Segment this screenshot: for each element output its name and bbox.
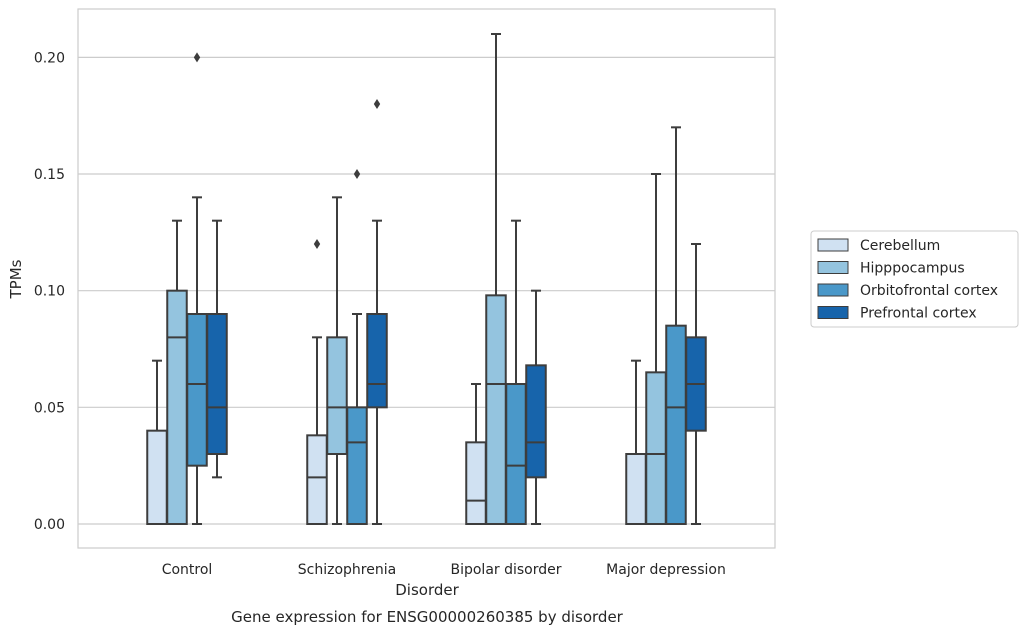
- box-cerebellum-0: [146, 359, 168, 525]
- x-tick-label: Major depression: [606, 562, 726, 578]
- y-tick-label: 0.05: [34, 400, 65, 416]
- box-prefrontal-cortex-0: [206, 219, 228, 479]
- box-iqr: [366, 313, 388, 409]
- box-hipppocampus-0: [166, 219, 188, 526]
- outlier-point: [313, 239, 321, 250]
- y-tick-label: 0.10: [34, 284, 65, 300]
- legend-swatch: [817, 306, 849, 319]
- legend-label: Orbitofrontal cortex: [860, 283, 998, 299]
- figure-caption: Gene expression for ENSG00000260385 by d…: [231, 608, 624, 626]
- box-orbitofrontal-cortex-1: [346, 169, 368, 525]
- legend: Cerebellum Hipppocampus Orbitofrontal cort…: [810, 230, 1019, 328]
- y-tick-label: 0.20: [34, 50, 65, 66]
- legend-label: Cerebellum: [860, 238, 940, 254]
- legend-frame: [810, 230, 1019, 328]
- legend-swatch: [817, 261, 849, 274]
- box-layer: [146, 33, 707, 526]
- legend-swatch: [817, 283, 849, 297]
- box-cerebellum-3: [625, 359, 647, 526]
- plot-frame: [77, 8, 776, 549]
- outlier-point: [193, 52, 201, 63]
- box-iqr: [166, 289, 188, 526]
- outlier-point: [373, 99, 381, 110]
- box-prefrontal-cortex-1: [366, 99, 388, 525]
- legend-swatch: [817, 238, 849, 252]
- box-prefrontal-cortex-3: [685, 243, 707, 525]
- x-tick-label: Schizophrenia: [298, 562, 396, 578]
- box-cerebellum-1: [306, 239, 328, 525]
- axis-layer: 0.00 0.05 0.10 0.15 0.20 Control Schizophrenia…: [34, 50, 726, 578]
- box-cerebellum-2: [465, 383, 487, 525]
- box-orbitofrontal-cortex-0: [186, 52, 208, 525]
- box-iqr: [665, 324, 687, 525]
- box-iqr: [625, 453, 647, 526]
- box-iqr: [645, 371, 667, 526]
- box-iqr: [465, 441, 487, 525]
- legend-label: Prefrontal cortex: [860, 306, 977, 322]
- box-iqr: [306, 434, 328, 525]
- x-tick-label: Control: [162, 562, 213, 578]
- box-iqr: [146, 429, 168, 525]
- legend-label: Hipppocampus: [860, 261, 965, 277]
- box-iqr: [206, 313, 228, 456]
- box-prefrontal-cortex-2: [525, 289, 547, 525]
- outlier-point: [353, 169, 361, 180]
- box-iqr: [505, 383, 527, 526]
- y-tick-label: 0.00: [34, 517, 65, 533]
- x-axis-title: Disorder: [395, 581, 459, 599]
- box-iqr: [326, 336, 348, 456]
- box-iqr: [525, 364, 547, 479]
- box-iqr: [186, 313, 208, 467]
- x-tick-label: Bipolar disorder: [450, 562, 561, 578]
- box-orbitofrontal-cortex-3: [665, 126, 687, 525]
- box-iqr: [485, 294, 507, 526]
- box-orbitofrontal-cortex-2: [505, 219, 527, 526]
- y-axis-title: TPMs: [7, 259, 25, 299]
- box-hipppocampus-3: [645, 173, 667, 526]
- y-tick-label: 0.15: [34, 167, 65, 183]
- box-hipppocampus-2: [485, 33, 507, 526]
- box-iqr: [346, 406, 368, 525]
- box-hipppocampus-1: [326, 196, 348, 525]
